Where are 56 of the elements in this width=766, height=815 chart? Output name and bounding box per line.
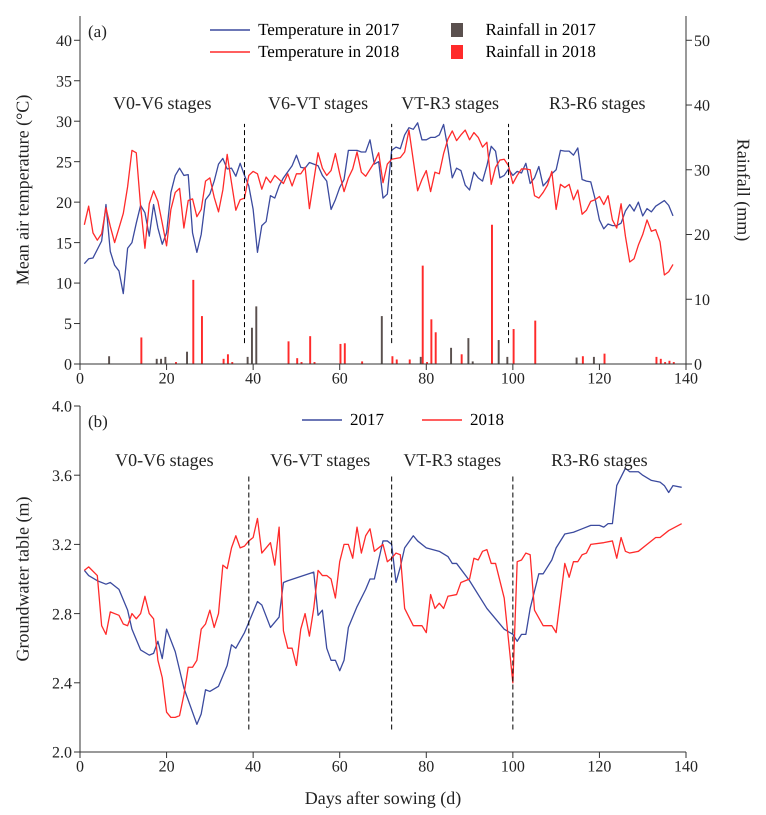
- x-tick-label: 60: [332, 758, 348, 776]
- y2-axis-title: Rainfall (mm): [734, 138, 754, 242]
- x-tick-label: 80: [418, 370, 434, 388]
- y-tick-label: 0: [64, 356, 72, 374]
- y2-tick-label: 40: [694, 98, 710, 115]
- x-tick-label: 120: [587, 370, 612, 388]
- annotation: V0-V6 stages: [114, 450, 215, 471]
- annotation: (b): [88, 412, 108, 432]
- annotation: V0-V6 stages: [112, 93, 212, 114]
- x-tick-label: 100: [500, 370, 525, 388]
- y-tick-label: 25: [56, 154, 72, 172]
- annotation: VT-R3 stages: [400, 93, 500, 114]
- x-tick-label: 60: [332, 370, 348, 388]
- y2-tick-label: 10: [694, 292, 710, 309]
- x-tick-label: 40: [245, 758, 262, 776]
- legend-label: 2018: [470, 410, 504, 430]
- y-tick-label: 3.6: [52, 468, 72, 485]
- x-tick-label: 0: [76, 758, 84, 776]
- y-tick-label: 2.4: [52, 675, 72, 692]
- x-tick-label: 40: [245, 370, 262, 388]
- y-tick-label: 10: [56, 276, 72, 293]
- x-tick-label: 120: [587, 758, 612, 776]
- y2-tick-label: 30: [694, 162, 710, 180]
- annotation: R3-R6 stages: [550, 450, 649, 471]
- legend-label: Temperature in 2018: [258, 42, 400, 62]
- x-tick-label: 0: [76, 370, 84, 388]
- annotation: V6-VT stages: [269, 450, 372, 471]
- legend-label: Temperature in 2017: [258, 20, 400, 40]
- annotation: VT-R3 stages: [402, 450, 502, 471]
- x-tick-label: 20: [158, 370, 175, 388]
- annotation: V6-VT stages: [266, 93, 370, 114]
- y-tick-label: 35: [56, 73, 72, 90]
- y-tick-label: 30: [56, 114, 72, 131]
- y-tick-label: 5: [64, 316, 72, 334]
- line-series: [84, 518, 682, 718]
- y-tick-label: 3.2: [52, 537, 72, 554]
- y-tick-label: 2.0: [52, 744, 72, 762]
- y-tick-label: 15: [56, 235, 72, 252]
- y-tick-label: 40: [56, 32, 72, 50]
- y-tick-label: 2.8: [52, 606, 72, 624]
- x-tick-label: 100: [500, 758, 525, 776]
- x-tick-label: 80: [418, 758, 434, 776]
- y-axis-title: Mean air temperature (°C): [12, 94, 32, 286]
- y2-tick-label: 20: [694, 227, 710, 244]
- x-axis-title: Days after sowing (d): [304, 788, 462, 808]
- y-axis-title: Groundwater table (m): [12, 496, 32, 662]
- annotation: R3-R6 stages: [548, 93, 646, 114]
- x-tick-label: 20: [158, 758, 175, 776]
- annotation: (a): [88, 22, 107, 42]
- y2-tick-label: 50: [694, 32, 710, 50]
- y-tick-label: 4.0: [52, 398, 72, 416]
- y-tick-label: 20: [56, 194, 72, 212]
- legend-label: 2017: [350, 410, 384, 430]
- legend-label: Rainfall in 2017: [485, 20, 596, 40]
- legend-label: Rainfall in 2018: [485, 42, 596, 62]
- x-tick-label: 140: [674, 758, 698, 776]
